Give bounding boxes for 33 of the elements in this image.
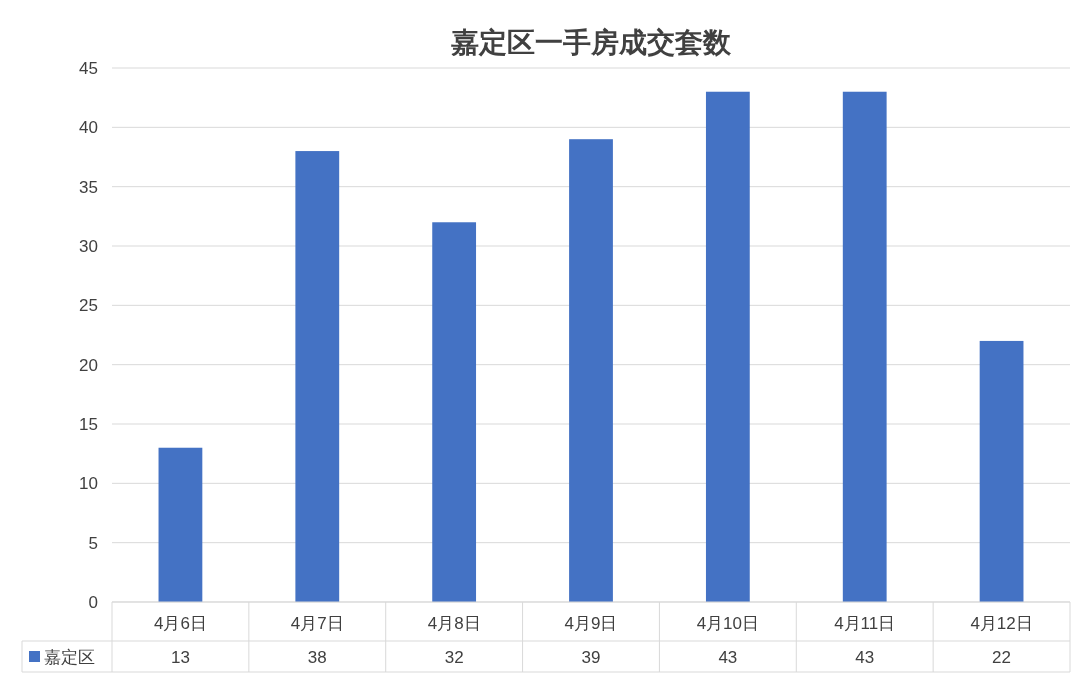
y-tick-label: 25: [79, 296, 98, 316]
x-tick-label: 4月7日: [290, 614, 344, 633]
data-label: 38: [307, 648, 327, 667]
y-tick-label: 15: [79, 415, 98, 434]
bar: [432, 222, 477, 602]
chart-title: 嘉定区一手房成交套数: [451, 27, 732, 58]
y-tick-label: 40: [79, 118, 98, 138]
data-label: 43: [718, 648, 738, 667]
bar: [158, 447, 203, 602]
data-label: 39: [581, 648, 601, 667]
y-tick-label: 45: [79, 59, 98, 78]
legend-label: 嘉定区: [44, 648, 95, 667]
y-tick-label: 5: [88, 533, 98, 553]
bar: [569, 139, 613, 602]
bar: [842, 91, 887, 602]
x-tick-label: 4月9日: [564, 614, 618, 633]
x-tick-label: 4月11日: [834, 614, 896, 633]
x-tick-label: 4月8日: [427, 614, 481, 633]
bar: [979, 340, 1024, 602]
x-tick-label: 4月12日: [970, 614, 1033, 633]
y-tick-label: 10: [79, 474, 98, 494]
y-tick-label: 20: [79, 355, 98, 375]
data-label: 43: [855, 648, 875, 667]
y-tick-label: 30: [79, 237, 98, 256]
bar: [705, 91, 750, 602]
bar: [295, 151, 340, 602]
y-tick-label: 35: [79, 177, 98, 197]
data-label: 32: [444, 648, 464, 667]
data-label: 13: [170, 648, 190, 667]
y-tick-label: 0: [88, 593, 98, 612]
x-tick-label: 4月6日: [153, 614, 207, 633]
data-label: 22: [992, 648, 1012, 667]
x-tick-label: 4月10日: [696, 614, 760, 633]
